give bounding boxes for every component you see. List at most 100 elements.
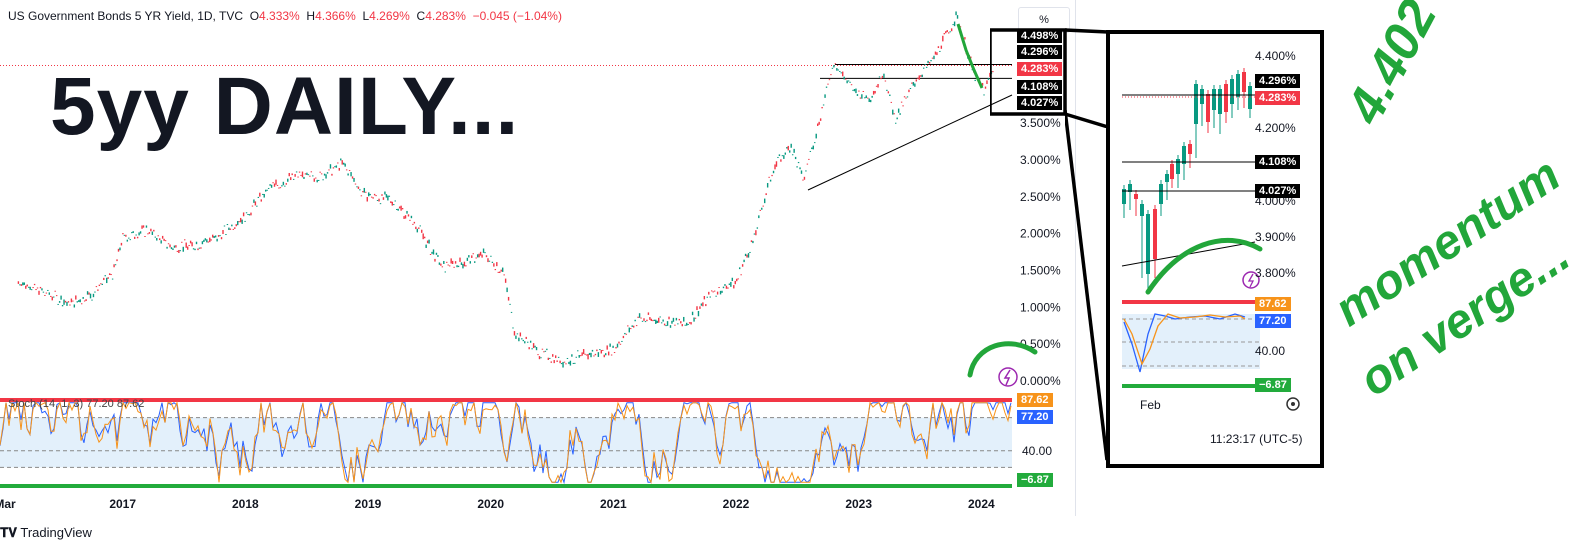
price-candle [524, 341, 526, 344]
price-tag-resistance: 4.296% [1017, 45, 1063, 59]
price-candle [632, 325, 635, 328]
price-candle [537, 354, 539, 356]
price-candle [581, 352, 583, 356]
price-candle [889, 94, 891, 97]
price-candle [547, 357, 550, 361]
price-candle [638, 313, 641, 318]
price-candle [359, 189, 361, 191]
price-candle [382, 197, 385, 200]
price-candle [897, 108, 900, 113]
price-candle [459, 257, 461, 262]
inset-y-label-1: 4.400% [1255, 49, 1296, 63]
price-candle [532, 343, 535, 349]
price-candle [440, 263, 442, 266]
price-candle [232, 228, 235, 230]
price-candle [100, 283, 102, 285]
price-candle [625, 333, 628, 335]
y-tick-label: 2.500% [1020, 190, 1061, 204]
price-candle [925, 66, 928, 68]
price-candle [641, 320, 644, 322]
price-candle [441, 266, 444, 268]
tradingview-logo[interactable]: 𝐓𝐕 TradingView [0, 525, 92, 541]
price-candle [106, 277, 108, 284]
price-candle [281, 185, 283, 187]
price-candle [987, 78, 990, 80]
price-candle [737, 278, 739, 280]
price-candle [73, 304, 76, 308]
price-candle [828, 79, 831, 81]
price-candle [288, 172, 290, 177]
inset-osc-tag-d: 87.62 [1255, 297, 1291, 311]
price-candle [908, 89, 910, 93]
price-candle [655, 319, 657, 324]
price-candle [138, 232, 140, 236]
price-candle [836, 68, 838, 71]
price-candle [711, 290, 713, 292]
price-candle [231, 224, 233, 227]
price-tag-last: 4.283% [1017, 62, 1063, 76]
price-candle [568, 361, 570, 365]
trend-line[interactable] [807, 94, 1013, 191]
price-candle [543, 351, 545, 353]
price-candle [365, 191, 367, 193]
price-candle [959, 26, 962, 28]
price-candle [933, 55, 935, 60]
price-candle [476, 254, 479, 258]
price-candle [687, 324, 689, 326]
price-candle [83, 300, 86, 302]
price-candle [507, 296, 510, 301]
price-candle [247, 213, 249, 215]
price-candle [182, 246, 184, 252]
price-candle [887, 91, 890, 94]
price-candle [72, 300, 74, 302]
price-candle [147, 233, 149, 235]
price-candle [766, 183, 769, 188]
inset-chart-svg[interactable] [1110, 34, 1320, 464]
price-candle [282, 181, 285, 186]
y-tick-label: 0.000% [1020, 374, 1061, 388]
inset-candle [1248, 86, 1252, 109]
price-candle [396, 208, 398, 210]
price-candle [156, 237, 158, 241]
inset-candle [1218, 89, 1222, 114]
price-candle [391, 201, 393, 206]
price-candle [597, 352, 600, 357]
price-candle [853, 89, 856, 92]
price-candle [631, 325, 633, 327]
inset-candle [1176, 159, 1180, 174]
price-candle [384, 191, 386, 195]
price-candle [418, 227, 420, 229]
price-candle [939, 50, 941, 52]
price-candle [173, 245, 176, 248]
price-candle [253, 199, 255, 203]
price-candle [519, 332, 522, 337]
price-candle [715, 295, 717, 297]
price-candle [758, 215, 760, 219]
price-candle [369, 193, 371, 196]
price-candle [653, 319, 656, 321]
price-candle [799, 167, 801, 170]
inset-candle [1165, 174, 1169, 182]
inset-candle [1170, 164, 1174, 179]
price-candle [880, 77, 882, 80]
price-candle [678, 318, 681, 321]
price-candle [580, 355, 582, 357]
price-candle [79, 299, 81, 303]
main-chart-svg[interactable]: 40.00 Mar 2017 2018 2019 2020 2021 2022 2023 202… [0, 0, 1075, 516]
inset-osc-label: 40.00 [1255, 344, 1286, 358]
price-candle [191, 242, 193, 247]
price-candle [89, 293, 92, 299]
price-candle [986, 80, 988, 84]
tv-logo-icon: 𝐓𝐕 [0, 525, 17, 540]
price-candle [478, 253, 480, 258]
zoom-callout [990, 28, 1109, 128]
price-candle [61, 304, 64, 307]
price-candle [803, 176, 806, 180]
price-candle [164, 240, 167, 242]
price-candle [552, 354, 554, 357]
price-candle [423, 236, 426, 239]
price-candle [875, 85, 878, 87]
price-candle [404, 215, 407, 219]
price-candle [615, 346, 617, 349]
green-arrow-annotation [956, 23, 984, 89]
